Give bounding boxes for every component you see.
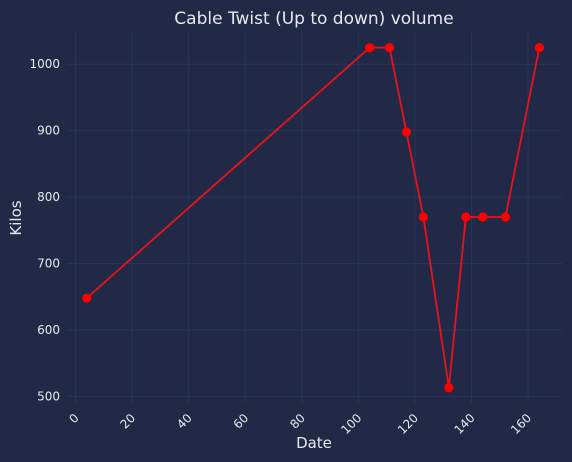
data-point: [401, 127, 412, 137]
data-point: [365, 43, 375, 53]
data-point: [444, 383, 454, 393]
y-tick-label: 500: [37, 389, 60, 403]
y-axis-label: Kilos: [7, 200, 25, 235]
chart-title: Cable Twist (Up to down) volume: [174, 9, 453, 29]
grid-lines: [67, 31, 562, 403]
series-layer: [82, 43, 544, 393]
data-point: [82, 293, 92, 303]
series-line: [86, 46, 541, 389]
y-tick-label: 600: [37, 323, 60, 337]
data-point: [418, 212, 428, 222]
y-tick-label: 900: [37, 124, 60, 138]
data-point: [478, 212, 488, 222]
y-tick-label: 700: [37, 257, 60, 271]
y-tick-label: 1000: [29, 57, 60, 71]
data-point: [384, 43, 395, 53]
data-point: [500, 212, 511, 222]
y-tick-label: 800: [37, 190, 60, 204]
data-point: [534, 43, 544, 53]
data-point: [461, 212, 471, 222]
x-axis-label: Date: [296, 434, 332, 452]
